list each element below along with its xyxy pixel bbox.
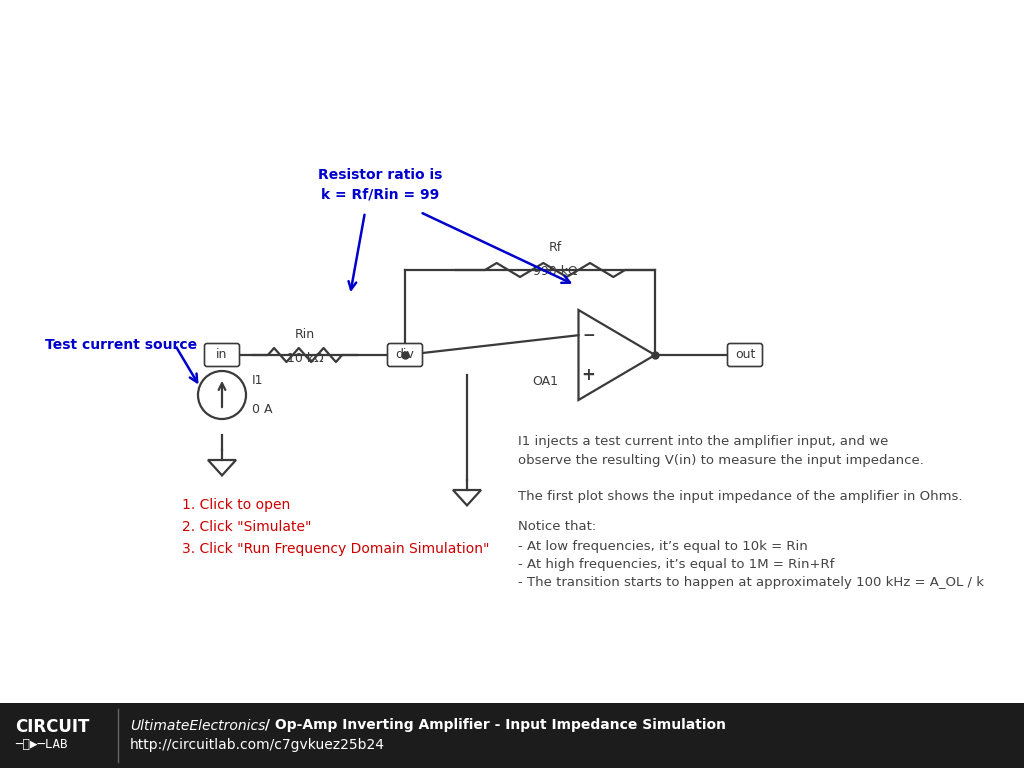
Text: 3. Click "Run Frequency Domain Simulation": 3. Click "Run Frequency Domain Simulatio… [182, 542, 489, 556]
Text: - At low frequencies, it’s equal to 10k = Rin: - At low frequencies, it’s equal to 10k … [518, 540, 808, 553]
Text: 1. Click to open: 1. Click to open [182, 498, 290, 512]
Text: 0 A: 0 A [252, 403, 272, 416]
Text: CIRCUIT: CIRCUIT [15, 717, 89, 736]
Text: / Op-Amp Inverting Amplifier - Input Impedance Simulation: / Op-Amp Inverting Amplifier - Input Imp… [260, 719, 726, 733]
Text: Resistor ratio is
k = Rf/Rin = 99: Resistor ratio is k = Rf/Rin = 99 [317, 168, 442, 202]
Text: Notice that:: Notice that: [518, 520, 596, 533]
Bar [0, 703, 1024, 768]
FancyBboxPatch shape [727, 343, 763, 366]
Text: out: out [735, 349, 755, 362]
FancyBboxPatch shape [205, 343, 240, 366]
Text: in: in [216, 349, 227, 362]
Text: Rin: Rin [295, 328, 315, 341]
Text: 2. Click "Simulate": 2. Click "Simulate" [182, 520, 311, 534]
Text: - At high frequencies, it’s equal to 1M = Rin+Rf: - At high frequencies, it’s equal to 1M … [518, 558, 835, 571]
Text: +: + [582, 366, 595, 384]
Text: 10 kΩ: 10 kΩ [287, 352, 324, 365]
Text: - The transition starts to happen at approximately 100 kHz = A_OL / k: - The transition starts to happen at app… [518, 576, 984, 589]
Text: UltimateElectronics: UltimateElectronics [130, 719, 265, 733]
Text: I1: I1 [252, 374, 263, 387]
Text: Rf: Rf [549, 241, 561, 254]
Text: div: div [395, 349, 415, 362]
Text: http://circuitlab.com/c7gvkuez25b24: http://circuitlab.com/c7gvkuez25b24 [130, 739, 385, 753]
Text: Test current source: Test current source [45, 338, 198, 352]
Text: ─∿▶─LAB: ─∿▶─LAB [15, 738, 68, 751]
FancyBboxPatch shape [387, 343, 423, 366]
Text: 990 kΩ: 990 kΩ [532, 265, 578, 278]
Text: The first plot shows the input impedance of the amplifier in Ohms.: The first plot shows the input impedance… [518, 490, 963, 503]
Text: I1 injects a test current into the amplifier input, and we
observe the resulting: I1 injects a test current into the ampli… [518, 435, 924, 467]
Text: OA1: OA1 [532, 375, 558, 388]
Text: −: − [582, 328, 595, 343]
